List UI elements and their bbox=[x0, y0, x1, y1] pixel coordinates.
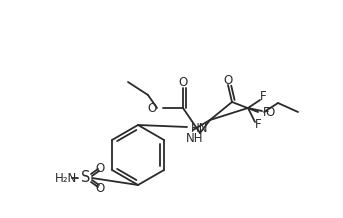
Text: NH: NH bbox=[186, 131, 204, 145]
Text: F: F bbox=[260, 90, 266, 102]
Text: O: O bbox=[95, 162, 105, 174]
Text: F: F bbox=[255, 119, 261, 131]
Text: O: O bbox=[95, 182, 105, 194]
Text: H₂N: H₂N bbox=[55, 172, 77, 184]
Text: S: S bbox=[81, 170, 91, 186]
Text: HN: HN bbox=[191, 121, 209, 135]
Text: O: O bbox=[265, 106, 274, 119]
Text: F: F bbox=[263, 106, 269, 119]
Text: O: O bbox=[223, 73, 233, 87]
Text: O: O bbox=[178, 75, 188, 89]
Text: O: O bbox=[148, 102, 157, 114]
